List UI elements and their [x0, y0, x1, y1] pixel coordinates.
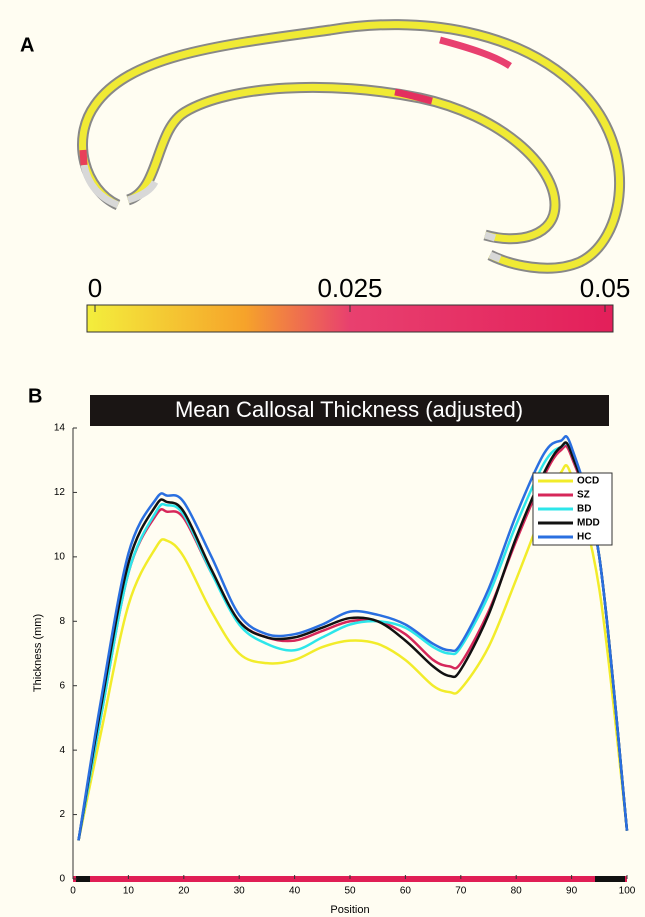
panel-label: A — [20, 34, 34, 56]
callosum-band — [79, 149, 88, 166]
x-tick-label: 40 — [289, 886, 301, 897]
y-tick-label: 8 — [59, 616, 65, 627]
callosum-band — [80, 164, 120, 209]
y-axis-label: Thickness (mm) — [32, 614, 44, 692]
x-tick-label: 30 — [234, 886, 246, 897]
title-box — [90, 395, 609, 426]
colorbar-tick-label: 0.025 — [317, 273, 382, 303]
legend-label: BD — [577, 504, 591, 515]
x-tick-label: 10 — [123, 886, 135, 897]
x-tick-label: 60 — [400, 886, 412, 897]
callosum-band — [126, 180, 159, 204]
legend-label: MDD — [577, 518, 600, 529]
significance-bar — [595, 876, 625, 882]
y-tick-label: 2 — [59, 809, 65, 820]
y-tick-label: 0 — [59, 874, 65, 885]
x-tick-label: 90 — [566, 886, 578, 897]
chart-title: Mean Callosal Thickness (adjusted) — [175, 397, 523, 422]
callosum-band — [488, 251, 502, 263]
colorbar-tick-label: 0.05 — [580, 273, 631, 303]
y-tick-label: 4 — [59, 745, 65, 756]
x-axis-label: Position — [330, 904, 369, 916]
callosum-map — [77, 19, 625, 274]
callosum-band — [439, 36, 512, 69]
x-tick-label: 50 — [344, 886, 356, 897]
colorbar-ticks: 0 0.025 0.05 — [88, 273, 631, 312]
callosum-band — [483, 231, 497, 242]
callosum-band — [394, 88, 433, 105]
x-tick-label: 20 — [178, 886, 190, 897]
y-tick-label: 12 — [54, 487, 66, 498]
x-tick-label: 0 — [70, 886, 76, 897]
colorbar-tick-label: 0 — [88, 273, 102, 303]
callosum-band — [79, 21, 623, 272]
panel-label: B — [28, 385, 42, 407]
y-tick-label: 14 — [54, 423, 66, 434]
legend-label: OCD — [577, 476, 599, 487]
x-tick-label: 100 — [619, 886, 636, 897]
y-tick-label: 10 — [54, 551, 66, 562]
y-tick-label: 6 — [59, 680, 65, 691]
significance-bar — [76, 876, 90, 882]
legend-label: HC — [577, 532, 591, 543]
plot: 0 2 4 6 8 10 12 14 0 10 20 30 40 50 60 70 80 90 100 OCD SZ BD… — [54, 423, 636, 897]
x-tick-label: 80 — [511, 886, 523, 897]
series-line — [77, 441, 629, 841]
series-line — [77, 435, 629, 841]
legend-label: SZ — [577, 490, 590, 501]
x-tick-label: 70 — [455, 886, 467, 897]
